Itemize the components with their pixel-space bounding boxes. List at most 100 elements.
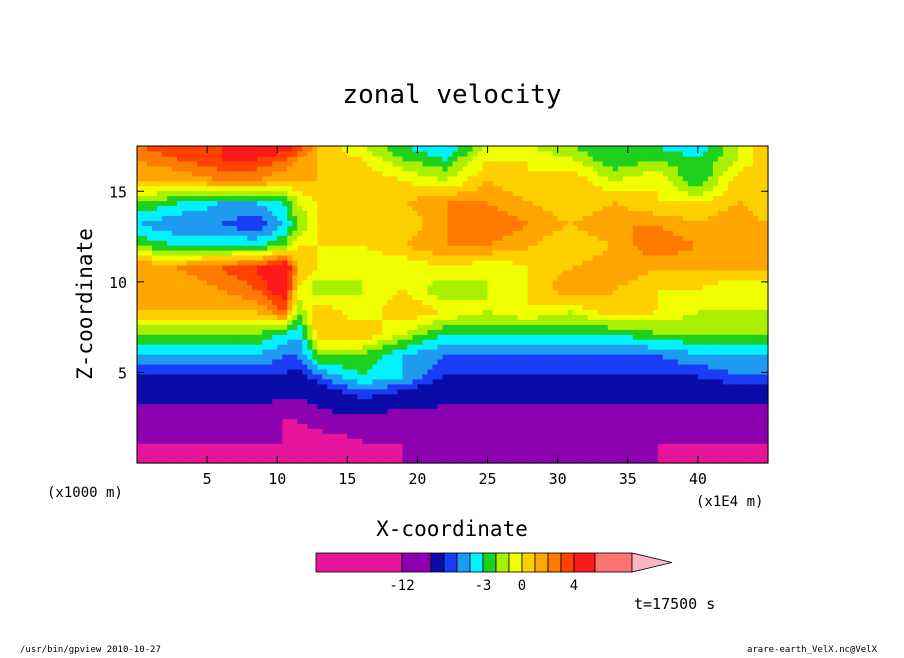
field-cell bbox=[307, 458, 313, 464]
field-cell bbox=[222, 368, 228, 375]
field-cell bbox=[482, 458, 489, 464]
field-cell bbox=[717, 304, 724, 311]
field-cell bbox=[327, 363, 333, 370]
field-cell bbox=[702, 453, 709, 459]
field-cell bbox=[542, 413, 549, 420]
field-cell bbox=[197, 354, 203, 360]
field-cell bbox=[182, 354, 188, 360]
field-cell bbox=[252, 284, 258, 291]
field-cell bbox=[522, 428, 529, 434]
field-cell bbox=[682, 329, 689, 335]
field-cell bbox=[602, 368, 609, 375]
field-cell bbox=[562, 413, 569, 420]
field-cell bbox=[312, 433, 318, 439]
field-cell bbox=[222, 373, 228, 380]
field-cell bbox=[612, 329, 619, 335]
field-cell bbox=[532, 289, 539, 296]
field-cell bbox=[507, 329, 514, 335]
field-cell bbox=[512, 378, 519, 385]
field-cell bbox=[177, 383, 183, 390]
field-cell bbox=[287, 344, 293, 350]
field-cell bbox=[172, 264, 178, 271]
field-cell bbox=[247, 368, 253, 375]
field-cell bbox=[527, 443, 534, 449]
field-cell bbox=[432, 408, 439, 415]
field-cell bbox=[227, 334, 233, 340]
field-cell bbox=[222, 289, 228, 296]
field-cell bbox=[242, 304, 248, 311]
field-cell bbox=[427, 324, 434, 330]
field-cell bbox=[632, 413, 639, 420]
field-cell bbox=[237, 403, 243, 410]
field-cell bbox=[707, 413, 714, 420]
field-cell bbox=[452, 413, 459, 420]
field-cell bbox=[292, 393, 298, 400]
field-cell bbox=[567, 358, 574, 365]
field-cell bbox=[607, 274, 614, 281]
field-cell bbox=[357, 393, 363, 400]
field-cell bbox=[422, 279, 429, 286]
field-cell bbox=[227, 448, 233, 454]
field-cell bbox=[177, 428, 183, 434]
field-cell bbox=[627, 398, 634, 405]
field-cell bbox=[387, 448, 394, 454]
field-cell bbox=[482, 413, 489, 420]
field-cell bbox=[657, 319, 664, 325]
field-cell bbox=[207, 378, 213, 385]
field-cell bbox=[507, 438, 514, 444]
field-cell bbox=[152, 329, 158, 335]
field-cell bbox=[532, 264, 539, 271]
field-cell bbox=[387, 344, 394, 350]
field-cell bbox=[417, 324, 424, 330]
field-cell bbox=[617, 368, 624, 375]
field-cell bbox=[557, 448, 564, 454]
field-cell bbox=[307, 344, 313, 350]
field-cell bbox=[372, 329, 378, 335]
field-cell bbox=[617, 393, 624, 400]
field-cell bbox=[397, 284, 404, 291]
field-cell bbox=[512, 349, 519, 355]
field-cell bbox=[192, 344, 198, 350]
field-cell bbox=[557, 373, 564, 380]
field-cell bbox=[717, 274, 724, 281]
field-cell bbox=[152, 324, 158, 330]
field-cell bbox=[652, 304, 659, 311]
field-cell bbox=[437, 339, 444, 345]
field-cell bbox=[477, 373, 484, 380]
field-cell bbox=[632, 358, 639, 365]
field-cell bbox=[267, 274, 273, 281]
field-cell bbox=[182, 443, 188, 449]
field-cell bbox=[302, 433, 308, 439]
field-cell bbox=[332, 294, 338, 301]
field-cell bbox=[157, 349, 163, 355]
field-cell bbox=[622, 448, 629, 454]
field-cell bbox=[432, 393, 439, 400]
field-cell bbox=[497, 448, 504, 454]
field-cell bbox=[242, 413, 248, 420]
field-cell bbox=[337, 329, 343, 335]
field-cell bbox=[202, 388, 208, 395]
field-cell bbox=[322, 428, 328, 434]
field-cell bbox=[562, 428, 569, 434]
field-cell bbox=[477, 408, 484, 415]
field-cell bbox=[722, 324, 729, 330]
field-cell bbox=[367, 314, 373, 320]
field-cell bbox=[312, 329, 318, 335]
field-cell bbox=[377, 304, 383, 311]
field-cell bbox=[162, 319, 168, 325]
field-cell bbox=[242, 403, 248, 410]
field-cell bbox=[347, 284, 353, 291]
field-cell bbox=[727, 284, 734, 291]
field-cell bbox=[622, 423, 629, 429]
field-cell bbox=[722, 428, 729, 434]
field-cell bbox=[427, 408, 434, 415]
field-cell bbox=[522, 314, 529, 320]
field-cell bbox=[482, 398, 489, 405]
field-cell bbox=[322, 418, 328, 424]
field-cell bbox=[722, 398, 729, 405]
field-cell bbox=[162, 378, 168, 385]
field-cell bbox=[602, 443, 609, 449]
field-cell bbox=[622, 329, 629, 335]
field-cell bbox=[687, 274, 694, 281]
